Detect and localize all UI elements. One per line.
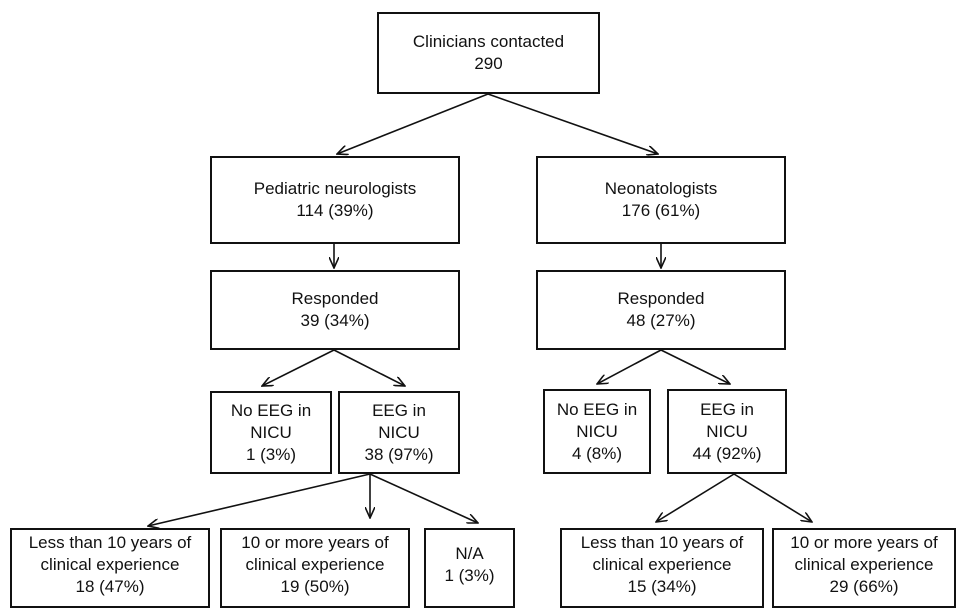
root-title: Clinicians contacted <box>412 32 565 51</box>
neo-less10-line1: Less than 10 years of <box>580 533 744 552</box>
neo-no-eeg-line1: No EEG in <box>556 399 638 419</box>
neuro-responded-title: Responded <box>291 289 379 308</box>
arrow-neo-eeg-to-more10 <box>733 473 812 522</box>
neuro-no-eeg-line2: NICU <box>250 422 292 442</box>
neuro-no-eeg-line1: No EEG in <box>230 400 312 420</box>
neo-less10-box: Less than 10 years of clinical experienc… <box>560 528 764 608</box>
neuro-na-title: N/A <box>455 544 484 563</box>
neo-group-value: 176 (61%) <box>621 201 701 220</box>
neuro-na-box: N/A 1 (3%) <box>424 528 515 608</box>
neo-eeg-line1: EEG in <box>700 399 754 419</box>
neo-eeg-value: 44 (92%) <box>692 443 762 463</box>
root-value: 290 <box>474 54 503 73</box>
neuro-eeg-box: EEG in NICU 38 (97%) <box>338 391 460 474</box>
neuro-no-eeg-box: No EEG in NICU 1 (3%) <box>210 391 332 474</box>
neo-responded-box: Responded 48 (27%) <box>536 270 786 350</box>
neuro-more10-box: 10 or more years of clinical experience … <box>220 528 410 608</box>
neuro-eeg-line1: EEG in <box>372 400 426 420</box>
neuro-group-box: Pediatric neurologists 114 (39%) <box>210 156 460 244</box>
arrow-neuro-responded-to-eeg <box>333 349 405 386</box>
neuro-no-eeg-value: 1 (3%) <box>245 444 297 464</box>
neo-less10-value: 15 (34%) <box>627 577 697 596</box>
neuro-responded-box: Responded 39 (34%) <box>210 270 460 350</box>
neo-responded-title: Responded <box>617 289 705 308</box>
neuro-na-value: 1 (3%) <box>444 566 495 585</box>
neo-eeg-line2: NICU <box>706 421 748 441</box>
root-box: Clinicians contacted 290 <box>377 12 600 94</box>
neuro-eeg-value: 38 (97%) <box>364 444 434 464</box>
neuro-more10-line1: 10 or more years of <box>241 533 389 552</box>
neo-more10-line1: 10 or more years of <box>790 533 938 552</box>
arrow-neo-responded-to-eeg <box>660 349 730 384</box>
arrow-neuro-eeg-to-na <box>369 473 478 523</box>
arrow-neo-responded-to-no-eeg <box>597 349 662 384</box>
neo-no-eeg-box: No EEG in NICU 4 (8%) <box>543 389 651 474</box>
neo-no-eeg-line2: NICU <box>576 421 618 441</box>
neuro-eeg-line2: NICU <box>378 422 420 442</box>
arrow-neuro-eeg-to-less10 <box>148 473 371 526</box>
neo-eeg-box: EEG in NICU 44 (92%) <box>667 389 787 474</box>
neo-responded-value: 48 (27%) <box>626 311 696 330</box>
neo-group-box: Neonatologists 176 (61%) <box>536 156 786 244</box>
neuro-less10-value: 18 (47%) <box>75 577 145 596</box>
neo-more10-line2: clinical experience <box>794 555 934 574</box>
neo-less10-line2: clinical experience <box>592 555 732 574</box>
neuro-more10-line2: clinical experience <box>245 555 385 574</box>
neo-more10-value: 29 (66%) <box>829 577 899 596</box>
neuro-responded-value: 39 (34%) <box>300 311 370 330</box>
arrow-root-to-neuro <box>337 93 489 154</box>
arrow-root-to-neo <box>487 93 658 154</box>
neuro-less10-line1: Less than 10 years of <box>28 533 192 552</box>
neuro-group-title: Pediatric neurologists <box>253 179 417 198</box>
neuro-group-value: 114 (39%) <box>296 201 374 220</box>
neuro-less10-box: Less than 10 years of clinical experienc… <box>10 528 210 608</box>
neo-no-eeg-value: 4 (8%) <box>571 443 623 463</box>
neo-group-title: Neonatologists <box>604 179 718 198</box>
arrow-neo-eeg-to-less10 <box>656 473 735 522</box>
neuro-more10-value: 19 (50%) <box>280 577 350 596</box>
arrow-neuro-responded-to-no-eeg <box>262 349 335 386</box>
neuro-less10-line2: clinical experience <box>40 555 180 574</box>
neo-more10-box: 10 or more years of clinical experience … <box>772 528 956 608</box>
